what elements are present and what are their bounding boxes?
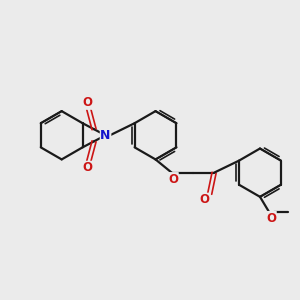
Text: O: O <box>82 96 92 109</box>
Text: N: N <box>100 129 111 142</box>
Text: O: O <box>82 161 92 174</box>
Text: O: O <box>168 172 178 186</box>
Text: O: O <box>200 193 209 206</box>
Text: O: O <box>266 212 276 224</box>
